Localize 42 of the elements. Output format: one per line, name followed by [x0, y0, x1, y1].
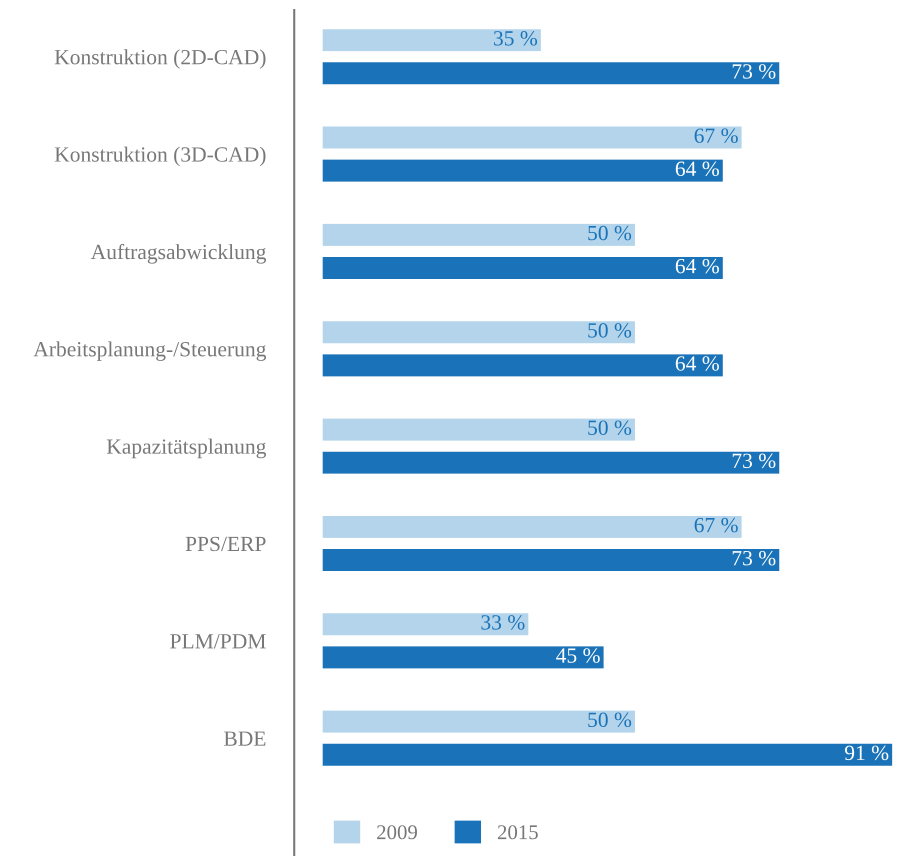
data-label: 67 % [694, 128, 738, 143]
bar [322, 320, 636, 345]
data-label: 45 % [556, 648, 600, 663]
bar [322, 28, 542, 53]
bar [322, 256, 724, 280]
bar [322, 222, 636, 248]
bar [322, 125, 743, 150]
bar [322, 514, 743, 540]
y-tick-label: Konstruktion (3D-CAD) [54, 146, 266, 166]
y-tick-label: Konstruktion (2D-CAD) [54, 49, 266, 69]
data-label: 50 % [588, 712, 632, 728]
data-label: 91 % [844, 746, 888, 760]
legend-label: 2009 [377, 825, 417, 840]
data-label: 67 % [694, 518, 738, 532]
y-tick-label: PLM/PDM [170, 634, 266, 649]
data-label: 64 % [676, 258, 719, 274]
y-tick-label: PPS/ERP [186, 536, 266, 552]
data-label: 33 % [481, 615, 525, 630]
bar [322, 450, 781, 476]
data-label: 50 % [588, 226, 632, 240]
data-label: 35 % [494, 31, 538, 46]
bar [322, 417, 636, 442]
data-label: 50 % [588, 323, 632, 338]
bar [322, 612, 530, 637]
data-label: 64 % [676, 161, 719, 176]
bar [322, 158, 724, 184]
data-label: 50 % [588, 420, 632, 436]
data-label: 64 % [676, 356, 719, 371]
bar [322, 709, 636, 734]
legend-label: 2015 [498, 825, 538, 840]
y-tick-label: Arbeitsplanung-/Steuerung [33, 341, 266, 361]
y-tick-label: Auftragsabwicklung [90, 244, 266, 264]
bar [322, 742, 894, 768]
bar [322, 352, 724, 378]
bar [322, 548, 781, 572]
y-tick-label: BDE [224, 732, 266, 746]
bar [322, 645, 605, 670]
y-tick-label: Kapazitätsplanung [106, 438, 266, 458]
data-label: 73 % [732, 64, 776, 79]
data-label: 73 % [732, 454, 776, 468]
bar [322, 60, 781, 86]
data-label: 73 % [732, 550, 776, 566]
